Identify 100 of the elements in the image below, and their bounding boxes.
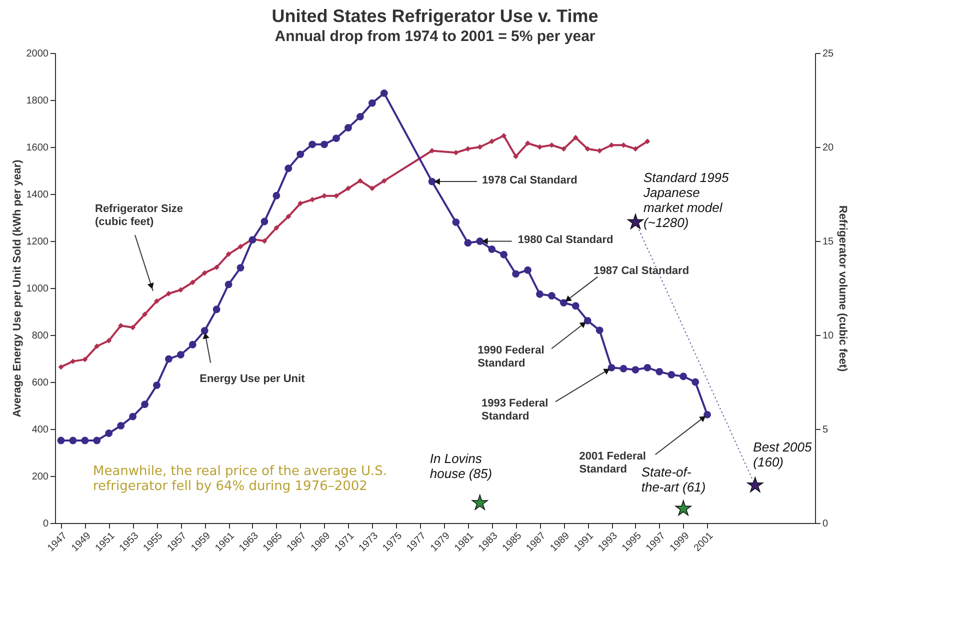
y-axis-title: Average Energy Use per Unit Sold (kWh per year) (11, 159, 24, 418)
point (105, 430, 113, 437)
point (747, 476, 764, 492)
annotation: 1993 Federal Standard (482, 398, 548, 423)
point (298, 200, 304, 206)
point (680, 372, 688, 380)
point (224, 280, 232, 288)
point (608, 364, 616, 372)
point (453, 150, 459, 156)
y-tick-label: 1800 (26, 96, 49, 106)
y2-tick-label: 20 (822, 142, 834, 154)
point (226, 251, 232, 257)
y2-axis-title: Refrigerator volume (cubic feet) (836, 205, 849, 372)
point (668, 371, 676, 378)
point (584, 316, 592, 324)
point (500, 250, 508, 258)
point (476, 238, 484, 245)
point (472, 494, 488, 510)
point (178, 287, 184, 293)
point (212, 306, 220, 314)
point (620, 364, 628, 372)
point (236, 264, 244, 272)
annotation: 1978 Cal Standard (482, 174, 578, 187)
point (536, 144, 542, 150)
point (57, 436, 65, 444)
y-tick-label: 200 (32, 472, 49, 482)
point (166, 290, 172, 296)
point (464, 239, 472, 247)
point (332, 134, 340, 142)
point (536, 290, 544, 298)
point (310, 196, 316, 202)
point (572, 134, 578, 140)
annotation: 1980 Cal Standard (518, 234, 614, 246)
point (477, 144, 483, 150)
point (93, 436, 101, 444)
point (596, 148, 602, 154)
point (320, 140, 328, 148)
point (106, 338, 112, 344)
point (188, 340, 196, 348)
y-tick-label: 400 (32, 424, 49, 436)
point (286, 214, 292, 220)
y-tick-label: 800 (32, 330, 49, 342)
chart-subtitle: Annual drop from 1974 to 2001 = 5% per year (274, 28, 596, 45)
annotation: 1990 Federal Standard (478, 344, 544, 370)
point (560, 299, 568, 307)
point (656, 368, 664, 376)
point (452, 218, 460, 226)
point (572, 302, 580, 310)
point (153, 382, 160, 389)
y2-tick-label: 5 (822, 424, 828, 436)
y2-tick-label: 0 (822, 518, 828, 530)
point (584, 146, 590, 152)
point (644, 138, 650, 144)
y-tick-label: 0 (42, 518, 49, 530)
point (154, 298, 160, 304)
point (129, 412, 137, 420)
y-tick-label: 2000 (26, 48, 49, 60)
point (692, 378, 700, 386)
point (548, 292, 556, 300)
point (560, 146, 566, 152)
point (345, 186, 351, 192)
point (190, 280, 196, 286)
point (632, 366, 640, 374)
y-tick-label: 1000 (26, 284, 49, 294)
chart-title: United States Refrigerator Use v. Time (272, 6, 598, 26)
point (627, 214, 644, 230)
point (501, 132, 507, 138)
point (632, 146, 638, 152)
point (675, 500, 692, 516)
point (82, 356, 88, 362)
point (357, 178, 363, 184)
point (644, 364, 652, 372)
point (489, 138, 495, 144)
point (70, 358, 76, 364)
point (117, 422, 125, 430)
point (164, 355, 172, 363)
annotation: Best 2005 (160) (753, 439, 812, 470)
point (260, 218, 268, 226)
annotation: 1987 Cal Standard (594, 264, 690, 277)
point (525, 140, 530, 146)
point (381, 178, 387, 184)
point (524, 266, 532, 274)
point (262, 238, 268, 244)
point (512, 270, 520, 278)
y-tick-label: 1600 (26, 142, 49, 154)
annotation: Standard 1995 Japanese market model (~1280) (642, 170, 730, 230)
point (334, 193, 339, 199)
y2-tick-label: 10 (822, 330, 834, 342)
point (380, 89, 388, 97)
annotation: Energy Use per Unit (200, 372, 306, 385)
point (344, 124, 352, 132)
y2-tick-label: 15 (822, 236, 834, 248)
point (368, 99, 376, 107)
point (238, 244, 244, 250)
point (272, 192, 280, 200)
annotation: State-of- the-art (61) (641, 464, 706, 495)
annotation: In Lovins house (85) (430, 451, 492, 482)
point (58, 364, 64, 370)
point (202, 270, 208, 276)
annotation: Refrigerator Size (cubic feet) (95, 203, 184, 228)
